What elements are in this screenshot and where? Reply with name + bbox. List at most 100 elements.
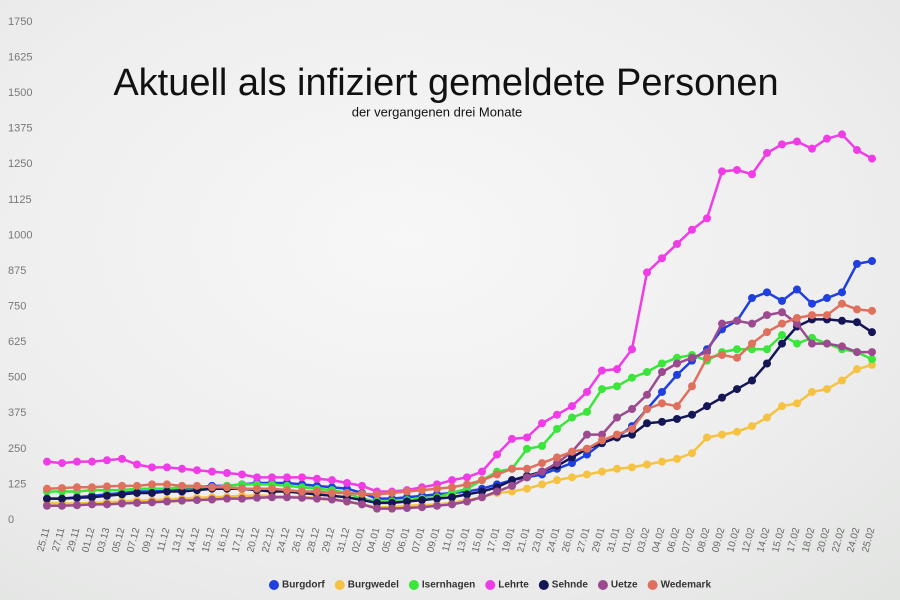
data-point — [253, 493, 261, 502]
data-point — [538, 467, 546, 476]
data-point — [733, 353, 741, 362]
data-point — [313, 487, 321, 496]
data-point — [88, 493, 96, 502]
data-point — [838, 130, 846, 139]
data-point — [868, 154, 876, 163]
data-point — [433, 501, 441, 510]
data-point — [658, 359, 666, 368]
legend-label: Lehrte — [498, 580, 529, 591]
data-point — [868, 306, 876, 315]
data-point — [658, 254, 666, 263]
data-point — [523, 464, 531, 473]
data-point — [703, 348, 711, 357]
data-point — [493, 470, 501, 479]
data-point — [283, 473, 291, 482]
data-point — [403, 497, 411, 506]
data-point — [643, 405, 651, 414]
data-point — [778, 140, 786, 149]
data-point — [718, 350, 726, 359]
data-point — [868, 328, 876, 337]
data-point — [418, 496, 426, 505]
data-point — [508, 464, 516, 473]
data-point — [658, 399, 666, 408]
data-point — [418, 503, 426, 512]
data-point — [568, 413, 576, 422]
data-point — [103, 500, 111, 509]
data-point — [853, 318, 861, 327]
data-point — [163, 480, 171, 489]
data-point — [613, 464, 621, 473]
data-point — [763, 288, 771, 297]
data-point — [493, 487, 501, 496]
data-point — [193, 496, 201, 505]
data-point — [598, 436, 606, 445]
data-point — [448, 483, 456, 492]
data-point — [343, 497, 351, 506]
data-point — [268, 493, 276, 502]
data-point — [823, 311, 831, 320]
data-point — [718, 430, 726, 439]
y-tick-label: 875 — [8, 265, 26, 277]
data-point — [253, 484, 261, 493]
data-point — [58, 501, 66, 510]
data-point — [478, 476, 486, 485]
data-point — [178, 496, 186, 505]
data-point — [808, 311, 816, 320]
data-point — [868, 348, 876, 357]
data-point — [433, 494, 441, 503]
data-point — [733, 345, 741, 354]
data-point — [628, 424, 636, 433]
data-point — [778, 308, 786, 317]
data-point — [748, 170, 756, 179]
data-point — [523, 484, 531, 493]
data-point — [268, 473, 276, 482]
data-point — [373, 498, 381, 507]
y-tick-label: 0 — [8, 514, 14, 526]
data-point — [43, 501, 51, 510]
data-point — [658, 457, 666, 466]
data-point — [448, 476, 456, 485]
data-point — [733, 385, 741, 394]
data-point — [133, 488, 141, 497]
data-point — [838, 288, 846, 297]
data-point — [778, 319, 786, 328]
data-point — [178, 481, 186, 490]
data-point — [493, 450, 501, 459]
data-point — [613, 430, 621, 439]
data-point — [523, 433, 531, 442]
data-point — [388, 488, 396, 497]
data-point — [298, 493, 306, 502]
data-point — [778, 402, 786, 411]
data-point — [628, 373, 636, 382]
data-point — [283, 493, 291, 502]
data-point — [778, 296, 786, 305]
data-point — [193, 481, 201, 490]
data-point — [808, 299, 816, 308]
data-point — [148, 480, 156, 489]
data-point — [583, 407, 591, 416]
data-point — [583, 470, 591, 479]
data-point — [43, 457, 51, 466]
data-point — [568, 447, 576, 456]
data-point — [403, 504, 411, 513]
data-point — [733, 427, 741, 436]
data-point — [793, 339, 801, 348]
data-point — [73, 493, 81, 502]
data-point — [463, 473, 471, 482]
data-point — [703, 402, 711, 411]
data-point — [373, 504, 381, 513]
data-point — [448, 493, 456, 502]
legend-marker — [647, 580, 658, 590]
data-point — [163, 497, 171, 506]
data-point — [103, 491, 111, 500]
data-point — [853, 305, 861, 314]
data-point — [163, 487, 171, 496]
data-point — [553, 459, 561, 468]
data-point — [613, 365, 621, 374]
data-point — [793, 313, 801, 322]
data-point — [133, 460, 141, 469]
data-point — [748, 422, 756, 431]
y-tick-label: 1375 — [8, 123, 32, 135]
data-point — [598, 385, 606, 394]
data-point — [58, 459, 66, 468]
